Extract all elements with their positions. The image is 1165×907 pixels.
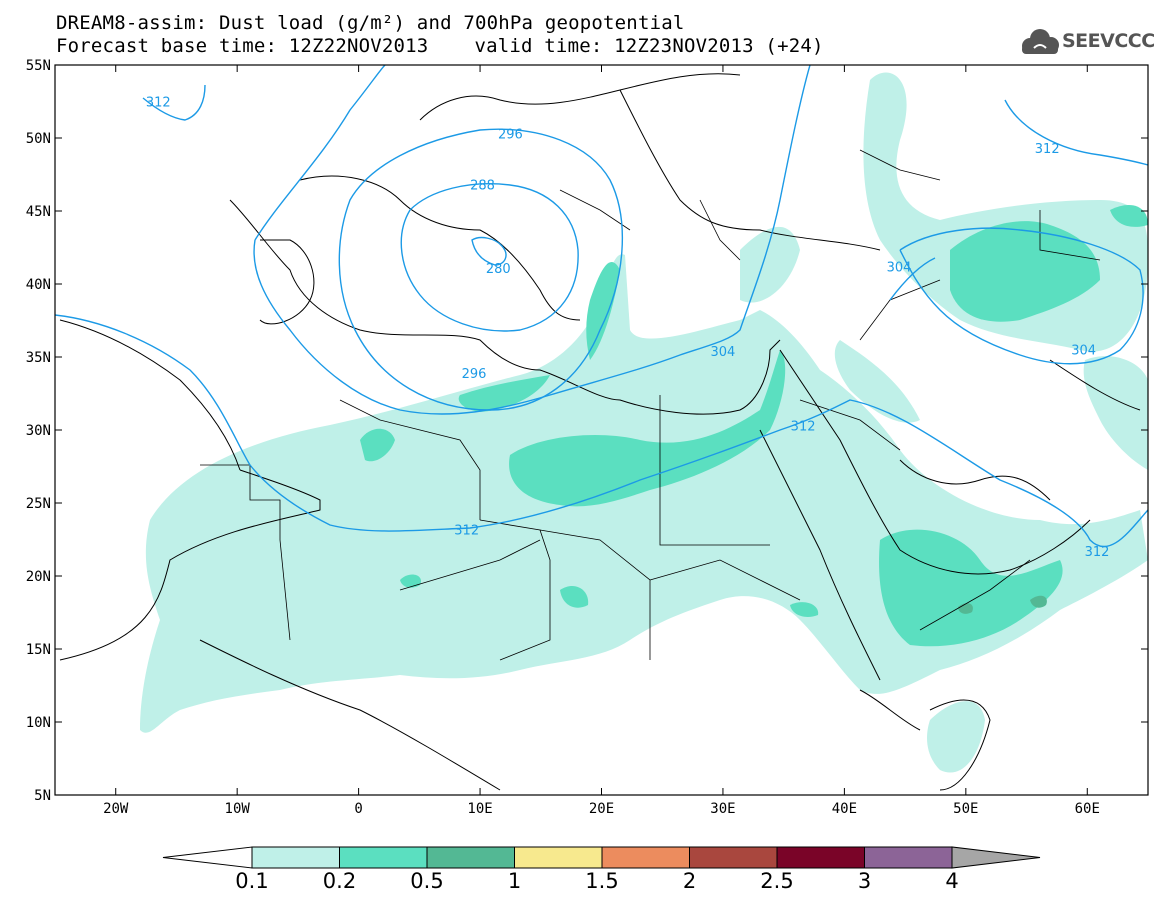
contour-304-sw <box>889 257 936 301</box>
contour-label: 304 <box>711 345 736 360</box>
lon-label: 30E <box>710 801 735 817</box>
lon-label: 60E <box>1075 801 1100 817</box>
contour-label: 312 <box>791 420 816 435</box>
colorbar-label: 0.5 <box>410 869 443 893</box>
contour-312-nw <box>142 84 206 121</box>
lon-label: 10E <box>467 801 492 817</box>
colorbar-arrow-high <box>951 846 1041 869</box>
contour-label: 296 <box>498 128 523 143</box>
geopotential-contours <box>55 65 1148 548</box>
contour-label: 288 <box>470 179 495 194</box>
latitude-axis: 55N 50N 45N 40N 35N 30N 25N 20N 15N 10N 5N <box>26 58 1148 804</box>
colorbar-label: 0.2 <box>323 869 356 893</box>
valid-time: valid time: 12Z23NOV2013 (+24) <box>474 35 824 57</box>
lat-label: 40N <box>26 277 51 293</box>
colorbar-box <box>339 846 428 869</box>
contour-296 <box>338 128 623 411</box>
lon-label: 50E <box>953 801 978 817</box>
colorbar-box <box>776 846 865 869</box>
colorbar-box <box>864 846 953 869</box>
cloud-icon <box>1022 29 1059 54</box>
lon-label: 0 <box>354 801 362 817</box>
chart-title: DREAM8-assim: Dust load (g/m²) and 700hP… <box>56 12 685 34</box>
lat-label: 50N <box>26 131 51 147</box>
colorbar-label: 4 <box>945 869 958 893</box>
colorbar-label: 3 <box>858 869 871 893</box>
contour-label: 312 <box>1035 142 1060 157</box>
coastlines <box>59 73 1141 791</box>
lon-label: 20W <box>103 801 129 817</box>
colorbar-box <box>601 846 690 869</box>
colorbar-arrow-low <box>162 846 253 869</box>
contour-280 <box>471 236 507 266</box>
contour-labels: 312 296 288 280 296 304 312 312 304 312 304 312 <box>146 96 1110 561</box>
contour-label: 312 <box>1085 545 1110 560</box>
contour-304-east <box>899 227 1144 365</box>
chart-subtitle: Forecast base time: 12Z22NOV2013 valid ti… <box>56 35 824 57</box>
lat-label: 10N <box>26 715 51 731</box>
contour-304 <box>253 65 811 415</box>
longitude-axis: 20W 10W 0 10E 20E 30E 40E 50E 60E <box>103 65 1100 817</box>
contour-288 <box>400 183 579 332</box>
lat-label: 25N <box>26 496 51 512</box>
colorbar-label: 2 <box>683 869 696 893</box>
contour-label: 304 <box>1071 344 1096 359</box>
colorbar: 0.1 0.2 0.5 1 1.5 2 2.5 3 4 <box>162 846 1041 893</box>
colorbar-box <box>426 846 515 869</box>
colorbar-box <box>251 846 340 869</box>
logo-text: SEEVCCC <box>1062 30 1155 52</box>
lon-label: 20E <box>589 801 614 817</box>
contour-312-west <box>55 314 1148 548</box>
colorbar-label: 2.5 <box>760 869 793 893</box>
contour-label: 312 <box>146 96 171 111</box>
contour-label: 304 <box>887 260 912 275</box>
contour-label: 312 <box>454 523 479 538</box>
country-borders <box>200 149 1101 661</box>
colorbar-box <box>514 846 603 869</box>
colorbar-label: 1.5 <box>585 869 618 893</box>
lat-label: 45N <box>26 204 51 220</box>
contour-label: 280 <box>486 262 511 277</box>
lat-label: 55N <box>26 58 51 74</box>
lon-label: 40E <box>832 801 857 817</box>
lat-label: 20N <box>26 569 51 585</box>
colorbar-label: 1 <box>508 869 521 893</box>
lat-label: 5N <box>34 788 51 804</box>
lat-label: 15N <box>26 642 51 658</box>
colorbar-label: 0.1 <box>235 869 268 893</box>
lat-label: 30N <box>26 423 51 439</box>
seevccc-logo <box>1022 29 1059 54</box>
lat-label: 35N <box>26 350 51 366</box>
dust-layer-0-2 <box>360 205 1148 647</box>
contour-label: 296 <box>462 367 487 382</box>
lon-label: 10W <box>225 801 251 817</box>
colorbar-box <box>689 846 778 869</box>
contour-312-east <box>1004 99 1148 166</box>
base-time: Forecast base time: 12Z22NOV2013 <box>56 35 429 57</box>
